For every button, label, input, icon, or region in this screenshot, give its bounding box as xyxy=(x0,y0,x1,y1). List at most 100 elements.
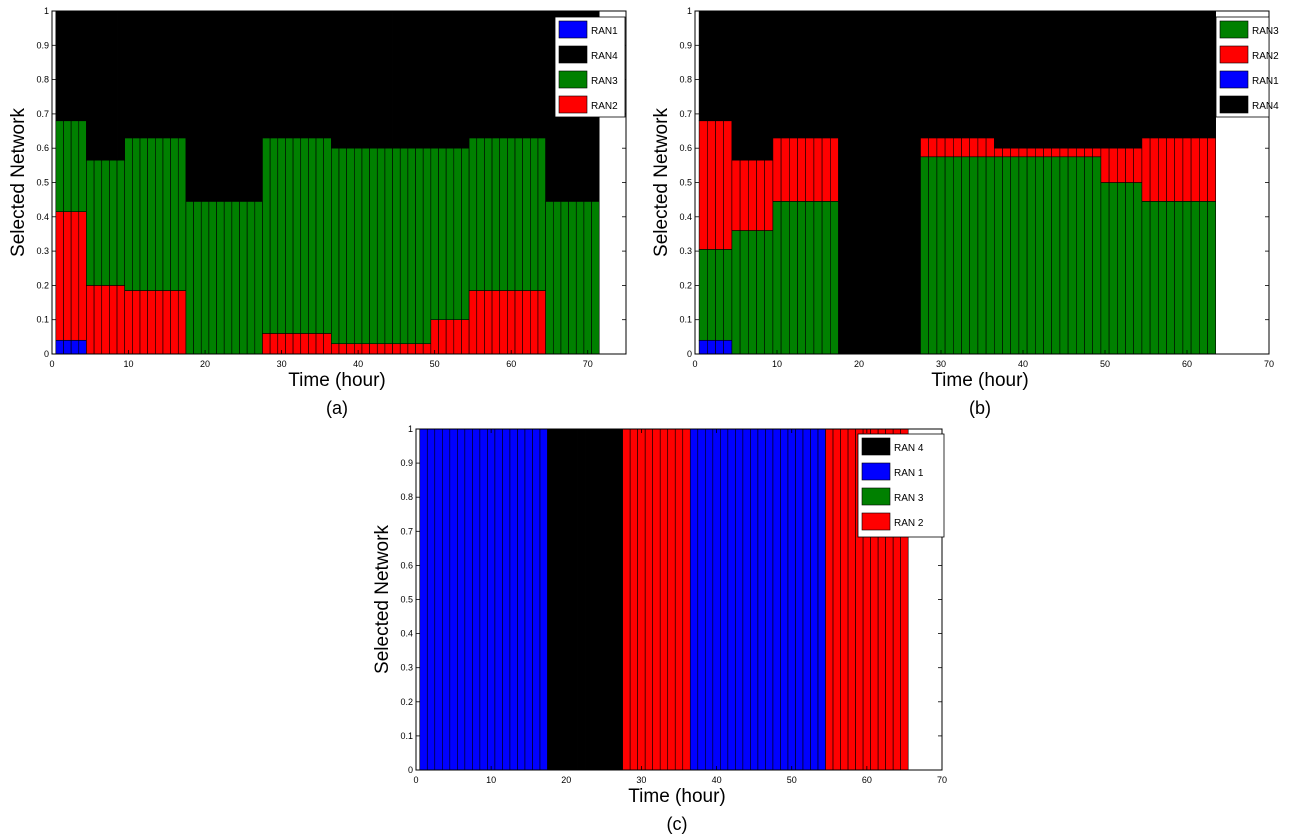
y-tick-label: 0.8 xyxy=(679,75,692,85)
bar-ran4-47 xyxy=(407,10,416,149)
bar-ran2-5 xyxy=(86,285,95,355)
bar-ran4-20 xyxy=(200,10,210,202)
bar-ran4-64 xyxy=(537,10,546,139)
bar-ran3-66 xyxy=(552,201,562,355)
bar-ran3-29 xyxy=(269,137,279,334)
bar-ran1-6 xyxy=(457,428,466,771)
bar-ran4-19 xyxy=(846,10,856,355)
bar-ran4-56 xyxy=(476,10,485,139)
bar-ran1-16 xyxy=(532,428,541,771)
bar-ran3-32 xyxy=(952,156,962,355)
bar-ran2-30 xyxy=(637,428,646,771)
bar-ran2-31 xyxy=(285,333,294,355)
bar-ran1-51 xyxy=(795,428,804,771)
bar-ran4-14 xyxy=(155,10,164,139)
bar-ran4-1 xyxy=(698,10,708,122)
bar-ran3-58 xyxy=(491,137,501,291)
bar-ran1-1 xyxy=(419,428,428,771)
bar-ran4-60 xyxy=(507,10,516,139)
x-tick-label: 20 xyxy=(854,359,864,369)
bar-ran4-11 xyxy=(780,10,790,139)
y-tick-label: 0.7 xyxy=(679,109,692,119)
bar-ran4-25 xyxy=(599,428,608,771)
bar-ran4-39 xyxy=(1010,10,1020,149)
bar-ran4-57 xyxy=(1158,10,1167,139)
bar-ran2-4 xyxy=(78,211,87,341)
bar-ran2-39 xyxy=(1010,147,1020,158)
bar-ran4-31 xyxy=(285,10,294,139)
bar-ran2-7 xyxy=(101,285,110,355)
x-axis-label: Time (hour) xyxy=(931,370,1028,391)
bar-ran1-7 xyxy=(464,428,473,771)
bar-ran3-45 xyxy=(392,147,401,345)
bar-ran4-22 xyxy=(577,428,586,771)
bar-ran3-34 xyxy=(308,137,317,334)
bar-ran3-47 xyxy=(1076,156,1085,355)
bar-ran3-41 xyxy=(361,147,370,345)
bar-ran3-37 xyxy=(331,147,340,345)
bar-ran4-12 xyxy=(139,10,148,139)
legend-swatch-ran4 xyxy=(1219,95,1249,114)
bar-ran3-48 xyxy=(415,147,424,345)
bar-ran2-60 xyxy=(1182,137,1192,202)
bar-ran2-60 xyxy=(507,290,516,355)
bar-ran2-8 xyxy=(109,285,118,355)
bar-ran3-16 xyxy=(821,201,831,355)
bar-ran4-40 xyxy=(354,10,363,149)
bar-ran2-9 xyxy=(116,285,126,355)
bar-ran3-5 xyxy=(86,159,95,286)
bar-ran2-46 xyxy=(399,343,409,355)
bar-ran2-63 xyxy=(530,290,539,355)
x-tick-label: 0 xyxy=(49,359,54,369)
bar-ran2-41 xyxy=(1026,147,1036,158)
y-tick-label: 0.9 xyxy=(400,458,413,468)
bar-ran4-61 xyxy=(1190,10,1200,139)
bar-ran3-2 xyxy=(706,249,716,341)
bar-ran2-5 xyxy=(731,159,741,231)
bar-ran4-35 xyxy=(315,10,324,139)
bar-ran1-39 xyxy=(704,428,714,771)
bar-ran2-49 xyxy=(1092,147,1102,158)
bar-ran2-43 xyxy=(376,343,386,355)
bar-ran4-60 xyxy=(1182,10,1192,139)
bar-ran3-41 xyxy=(1026,156,1036,355)
bar-ran2-62 xyxy=(1199,137,1208,202)
bar-ran4-34 xyxy=(969,10,979,139)
bar-ran3-54 xyxy=(461,147,470,320)
bar-ran4-51 xyxy=(1108,10,1118,149)
bar-ran1-50 xyxy=(787,428,796,771)
bar-ran2-61 xyxy=(514,290,523,355)
bar-ran2-55 xyxy=(468,290,478,355)
bar-ran3-11 xyxy=(132,137,141,291)
y-tick-label: 1 xyxy=(687,6,692,16)
bar-ran4-31 xyxy=(944,10,954,139)
bar-ran3-57 xyxy=(1158,201,1167,355)
bar-ran4-9 xyxy=(764,10,774,161)
bar-ran4-32 xyxy=(952,10,962,139)
y-tick-label: 0.4 xyxy=(36,212,49,222)
y-tick-label: 0 xyxy=(44,349,49,359)
bar-ran4-27 xyxy=(911,10,921,355)
bar-ran3-43 xyxy=(376,147,386,345)
bar-ran2-7 xyxy=(747,159,757,231)
bar-ran2-47 xyxy=(1076,147,1085,158)
bar-ran3-59 xyxy=(499,137,508,291)
bar-ran4-59 xyxy=(499,10,508,139)
bar-ran2-30 xyxy=(936,137,946,158)
y-tick-label: 0.7 xyxy=(400,526,413,536)
bar-ran1-1 xyxy=(698,339,708,355)
bar-ran4-19 xyxy=(554,428,563,771)
legend-swatch-ran2 xyxy=(1219,45,1249,64)
bar-ran4-49 xyxy=(422,10,432,149)
bar-ran4-28 xyxy=(920,10,929,139)
bar-ran3-43 xyxy=(1043,156,1052,355)
bar-ran1-54 xyxy=(817,428,826,771)
bar-ran4-27 xyxy=(254,10,263,202)
bar-ran1-38 xyxy=(697,428,706,771)
legend-swatch-ran1 xyxy=(558,20,588,39)
bar-ran4-9 xyxy=(116,10,126,161)
bar-ran1-45 xyxy=(750,428,759,771)
bar-ran3-7 xyxy=(101,159,110,286)
bar-ran2-37 xyxy=(993,147,1003,158)
bar-ran4-22 xyxy=(216,10,225,202)
